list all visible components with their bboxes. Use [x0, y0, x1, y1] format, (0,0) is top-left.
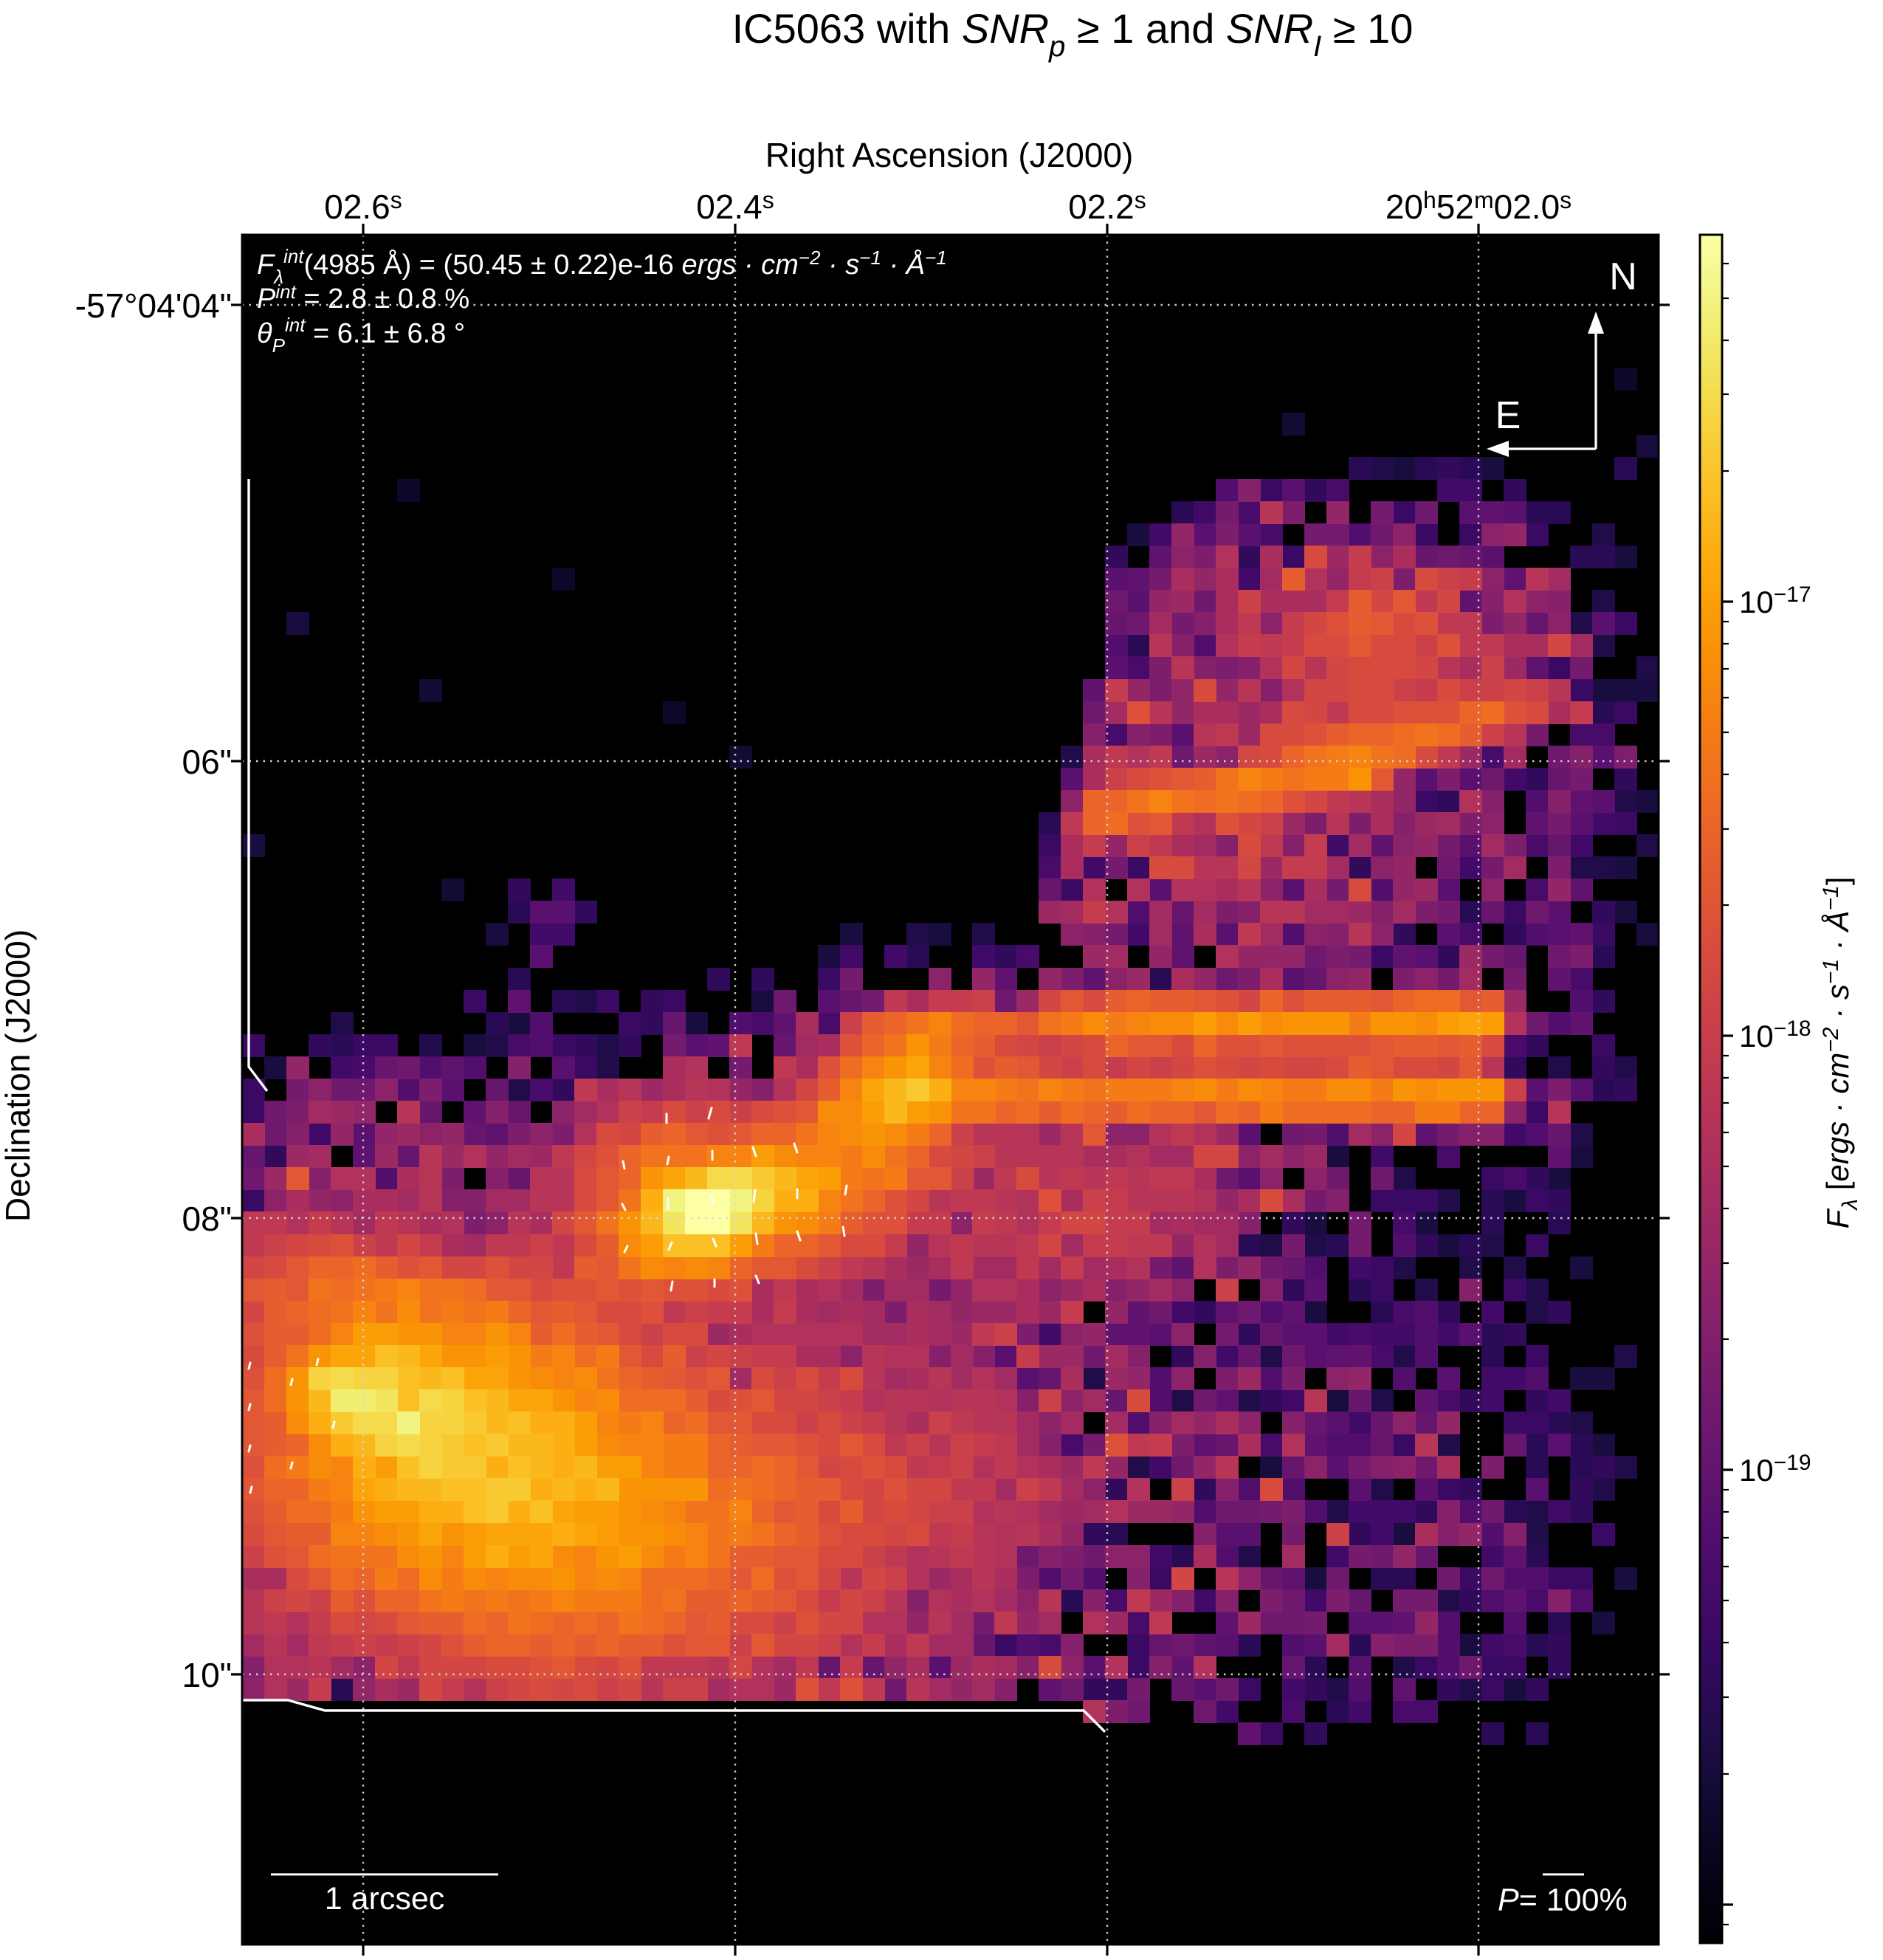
- svg-text:Fλint(4985 Å) = (50.45 ± 0.22): Fλint(4985 Å) = (50.45 ± 0.22)e-16 ergs …: [257, 245, 947, 288]
- svg-text:06": 06": [182, 743, 233, 781]
- svg-text:Right Ascension (J2000): Right Ascension (J2000): [765, 136, 1134, 174]
- svg-text:Pint = 2.8 ± 0.8 %: Pint = 2.8 ± 0.8 %: [257, 281, 469, 314]
- svg-text:Declination (J2000): Declination (J2000): [0, 929, 37, 1222]
- svg-text:08": 08": [182, 1200, 233, 1238]
- svg-text:E: E: [1495, 394, 1521, 437]
- svg-text:N: N: [1609, 255, 1637, 298]
- svg-text:θPint = 6.1 ± 6.8 °: θPint = 6.1 ± 6.8 °: [257, 314, 465, 357]
- svg-text:1 arcsec: 1 arcsec: [325, 1881, 445, 1916]
- svg-text:20h52m02.0s: 20h52m02.0s: [1385, 187, 1572, 226]
- svg-text:Fλ [ergs · cm−2 · s−1 · Å−1]: Fλ [ergs · cm−2 · s−1 · Å−1]: [1819, 877, 1862, 1229]
- svg-text:02.2s: 02.2s: [1068, 187, 1146, 226]
- svg-text:IC5063 with SNRp ≥ 1 and SNRI: IC5063 with SNRp ≥ 1 and SNRI ≥ 10: [732, 5, 1414, 63]
- svg-text:10": 10": [182, 1656, 233, 1694]
- svg-text:P= 100%: P= 100%: [1498, 1882, 1628, 1918]
- svg-text:02.4s: 02.4s: [696, 187, 774, 226]
- svg-text:-57°04'04": -57°04'04": [75, 286, 232, 325]
- svg-text:02.6s: 02.6s: [324, 187, 402, 226]
